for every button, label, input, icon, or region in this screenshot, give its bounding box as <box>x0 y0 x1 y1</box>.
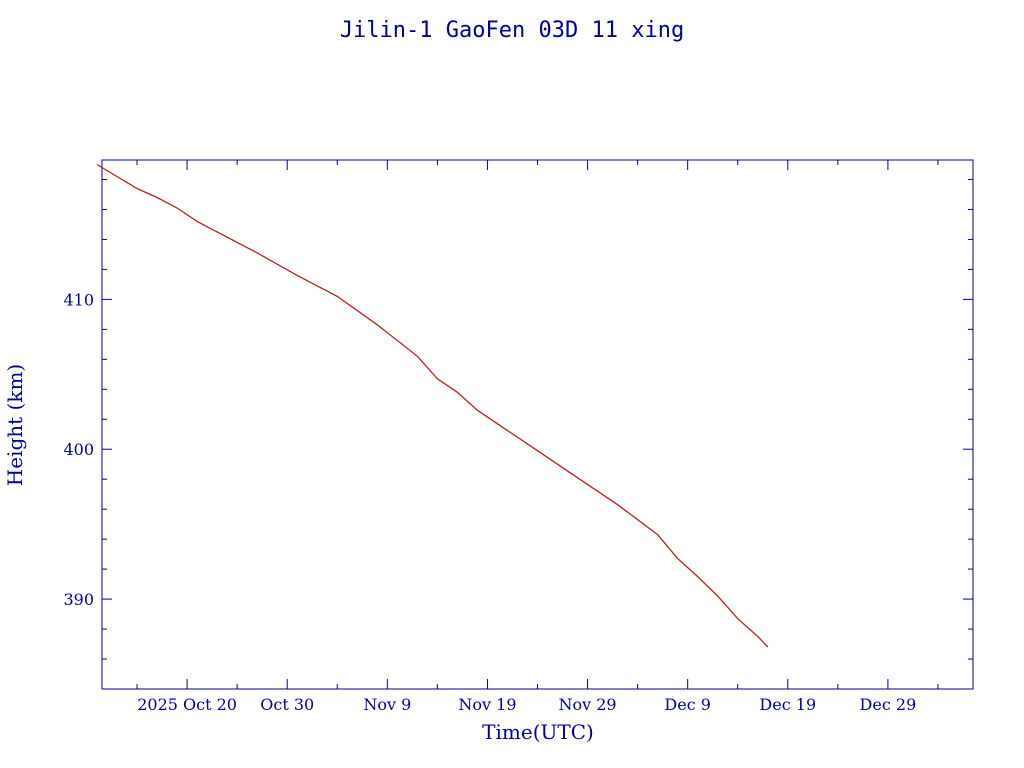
x-tick-label: Nov 19 <box>458 695 516 714</box>
series-group <box>96 163 769 648</box>
y-tick-labels: 390 400 410 <box>63 290 94 609</box>
x-tick-label: Oct 30 <box>260 695 314 714</box>
chart-title: Jilin-1 GaoFen 03D 11 xing <box>340 18 684 43</box>
x-tick-label: 2025 Oct 20 <box>137 695 237 714</box>
x-tick-label: Nov 9 <box>363 695 411 714</box>
x-tick-label: Dec 9 <box>664 695 711 714</box>
series-line-0 <box>96 163 769 648</box>
y-tick-label: 410 <box>63 290 94 309</box>
x-tick-label: Dec 19 <box>759 695 816 714</box>
y-tick-label: 400 <box>63 440 94 459</box>
y-axis-label: Height (km) <box>3 364 27 486</box>
x-tick-label: Nov 29 <box>558 695 616 714</box>
axis-ticks <box>102 160 973 690</box>
x-tick-label: Dec 29 <box>860 695 917 714</box>
y-tick-label: 390 <box>63 590 94 609</box>
x-axis-label: Time(UTC) <box>482 720 594 744</box>
x-tick-labels: 2025 Oct 20 Oct 30 Nov 9 Nov 19 Nov 29 Dec 9 D… <box>137 695 916 714</box>
